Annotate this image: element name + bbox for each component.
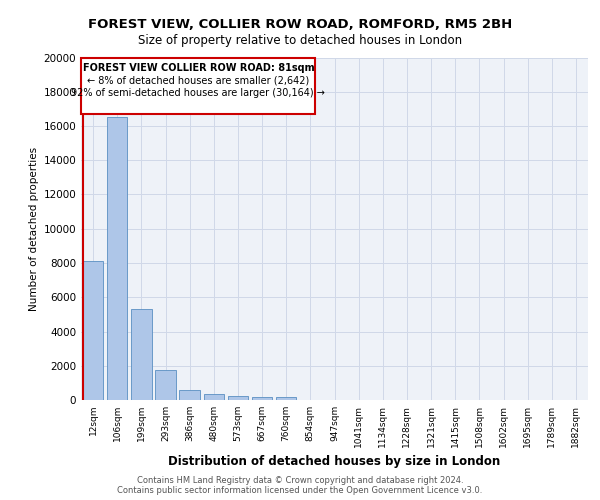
- Y-axis label: Number of detached properties: Number of detached properties: [29, 146, 39, 311]
- Bar: [276, 398, 296, 400]
- Text: Contains public sector information licensed under the Open Government Licence v3: Contains public sector information licen…: [118, 486, 482, 495]
- Bar: [155, 370, 176, 400]
- Text: ← 8% of detached houses are smaller (2,642): ← 8% of detached houses are smaller (2,6…: [87, 76, 310, 86]
- Bar: [179, 390, 200, 400]
- Bar: [83, 262, 103, 400]
- Text: FOREST VIEW COLLIER ROW ROAD: 81sqm: FOREST VIEW COLLIER ROW ROAD: 81sqm: [83, 62, 314, 72]
- FancyBboxPatch shape: [82, 58, 315, 114]
- X-axis label: Distribution of detached houses by size in London: Distribution of detached houses by size …: [169, 456, 500, 468]
- Bar: [203, 394, 224, 400]
- Text: Size of property relative to detached houses in London: Size of property relative to detached ho…: [138, 34, 462, 47]
- Bar: [107, 118, 127, 400]
- Text: FOREST VIEW, COLLIER ROW ROAD, ROMFORD, RM5 2BH: FOREST VIEW, COLLIER ROW ROAD, ROMFORD, …: [88, 18, 512, 30]
- Bar: [131, 309, 152, 400]
- Text: 92% of semi-detached houses are larger (30,164) →: 92% of semi-detached houses are larger (…: [71, 88, 325, 99]
- Bar: [227, 396, 248, 400]
- Bar: [252, 396, 272, 400]
- Text: Contains HM Land Registry data © Crown copyright and database right 2024.: Contains HM Land Registry data © Crown c…: [137, 476, 463, 485]
